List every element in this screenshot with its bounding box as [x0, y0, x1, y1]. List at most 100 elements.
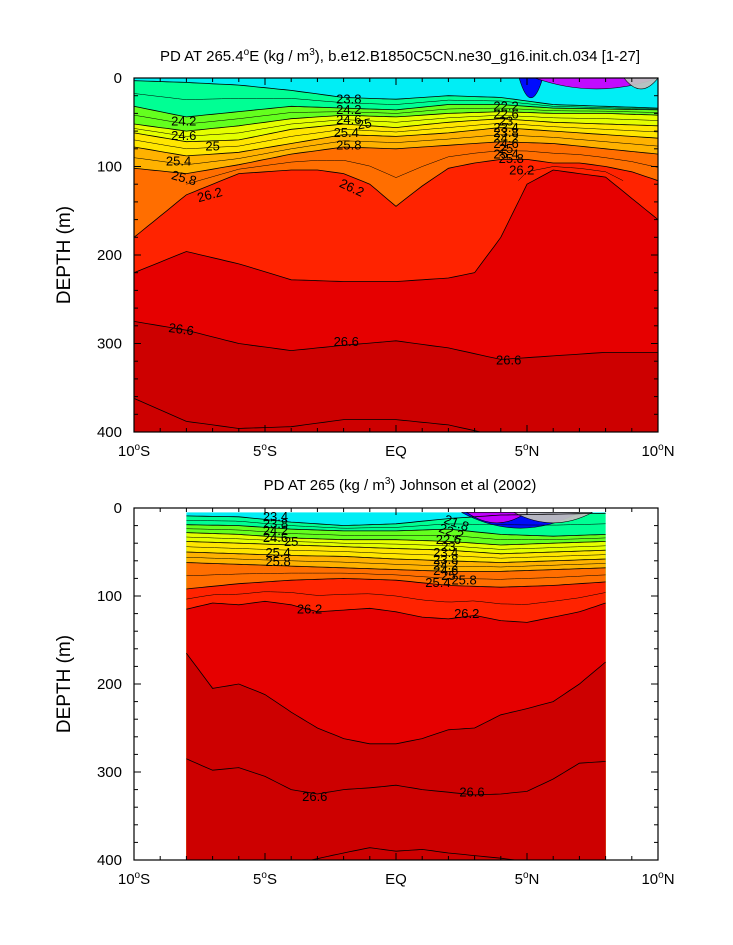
- contour-label: 26.2: [297, 602, 322, 617]
- y-tick-label: 400: [97, 424, 122, 441]
- x-tick-label: 10oS: [118, 870, 150, 888]
- contour-label: 24.6: [171, 128, 196, 143]
- isoline: [134, 111, 658, 132]
- isoline: [186, 532, 606, 546]
- isoline: [134, 118, 658, 143]
- isoline: [186, 541, 606, 555]
- contour-label: 23.8: [336, 92, 361, 107]
- isoline: [186, 512, 606, 527]
- contour-label: 25.4: [493, 146, 518, 161]
- contour-label: 23.4: [263, 509, 288, 524]
- isoline: [134, 104, 658, 118]
- contour-label: 23: [499, 114, 513, 129]
- contour-label: 26.2: [454, 606, 479, 621]
- contour-label: 25.8: [170, 167, 198, 188]
- contour-label: 24.2: [336, 102, 361, 117]
- contour-label: 24.2: [171, 114, 196, 129]
- x-tick-label: 5oS: [253, 442, 277, 460]
- isopycnal-band: [134, 321, 658, 432]
- x-tick-label: 10oN: [641, 870, 674, 888]
- contour-label: 24.6: [263, 530, 288, 545]
- isopycnal-band: [134, 398, 481, 432]
- contour-label: 25.4: [166, 154, 191, 169]
- isoline: [186, 591, 606, 605]
- isoline: [186, 528, 606, 540]
- contour-label: 23: [441, 539, 455, 554]
- y-tick-label: 0: [114, 500, 122, 517]
- isoline: [186, 551, 606, 564]
- isoline: [134, 398, 483, 432]
- isoline: [186, 536, 606, 550]
- isoline: [186, 600, 606, 623]
- contour-label: 26.2: [196, 184, 224, 205]
- isoline: [134, 134, 658, 165]
- x-tick-label: 10oN: [641, 442, 674, 460]
- isoline: [186, 577, 606, 590]
- y-tick-label: 100: [97, 588, 122, 605]
- isoline: [186, 520, 606, 529]
- contour-label: 26.6: [459, 785, 484, 800]
- chart-title: PD AT 265 (kg / m3) Johnson et al (2002): [264, 476, 537, 494]
- contour-label: 25: [441, 568, 455, 583]
- y-tick-label: 300: [97, 764, 122, 781]
- contour-label: 23.8: [433, 552, 458, 567]
- contour-label: 25: [499, 141, 513, 156]
- y-tick-label: 200: [97, 676, 122, 693]
- y-axis-label: DEPTH (m): [54, 635, 75, 733]
- isoline: [186, 557, 606, 568]
- contour-label: 24.2: [263, 523, 288, 538]
- isoline: [134, 141, 658, 175]
- y-tick-label: 0: [114, 70, 122, 87]
- contour-label: 26.6: [168, 320, 195, 338]
- y-tick-label: 200: [97, 247, 122, 264]
- chart-title: PD AT 265.4oE (kg / m3), b.e12.B1850C5CN…: [160, 47, 640, 65]
- panel-2-fills: 23.423.824.224.62525.425.826.221.822.222…: [186, 509, 606, 860]
- isoline: [309, 847, 520, 860]
- contour-label: 25.8: [499, 151, 524, 166]
- x-tick-label: 10oS: [118, 442, 150, 460]
- isoline: [134, 159, 658, 238]
- contour-label: 24.6: [336, 112, 361, 127]
- isoline: [186, 758, 606, 796]
- isoline: [134, 127, 658, 157]
- x-tick-label: 5oN: [515, 442, 540, 460]
- isoline: [186, 546, 606, 559]
- contour-label: 25: [356, 115, 373, 132]
- isopycnal-band: [311, 848, 516, 860]
- x-tick-label: 5oS: [253, 870, 277, 888]
- isopycnal-level-21-4: [513, 512, 593, 524]
- panel-1-fills: 23.824.224.62525.425.826.224.224.62525.4…: [134, 78, 658, 432]
- isoline: [186, 652, 606, 745]
- isoline: [134, 80, 658, 109]
- contour-label: 25.8: [265, 554, 290, 569]
- isoline: [134, 107, 658, 125]
- y-tick-label: 400: [97, 852, 122, 869]
- contour-label: 25.8: [451, 572, 476, 587]
- contour-label: 25.4: [265, 545, 290, 560]
- contour-label: 25.8: [336, 138, 361, 153]
- contour-label: 23.4: [433, 545, 458, 560]
- y-tick-label: 100: [97, 159, 122, 176]
- isoline: [518, 166, 624, 181]
- contour-label: 26.6: [496, 353, 521, 368]
- contour-label: 26.6: [334, 334, 359, 349]
- contour-label: 24.2: [433, 558, 458, 573]
- isoline: [186, 524, 606, 537]
- contour-label: 24.6: [493, 136, 518, 151]
- contour-label: 22.6: [436, 532, 461, 547]
- x-tick-label: 5oN: [515, 870, 540, 888]
- isoline: [186, 572, 606, 580]
- x-tick-label: EQ: [385, 871, 407, 888]
- y-tick-label: 300: [97, 336, 122, 353]
- contour-label: 26.2: [509, 162, 534, 177]
- contour-label: 25.4: [425, 575, 450, 590]
- isoline: [134, 114, 658, 137]
- contour-label: 22.2: [493, 99, 518, 114]
- contour-label: 23.8: [493, 125, 518, 140]
- x-tick-label: EQ: [385, 443, 407, 460]
- contour-label: 23.4: [493, 120, 518, 135]
- contour-label: 24.2: [493, 131, 518, 146]
- isoline: [134, 93, 658, 110]
- contour-label: 23.8: [263, 516, 288, 531]
